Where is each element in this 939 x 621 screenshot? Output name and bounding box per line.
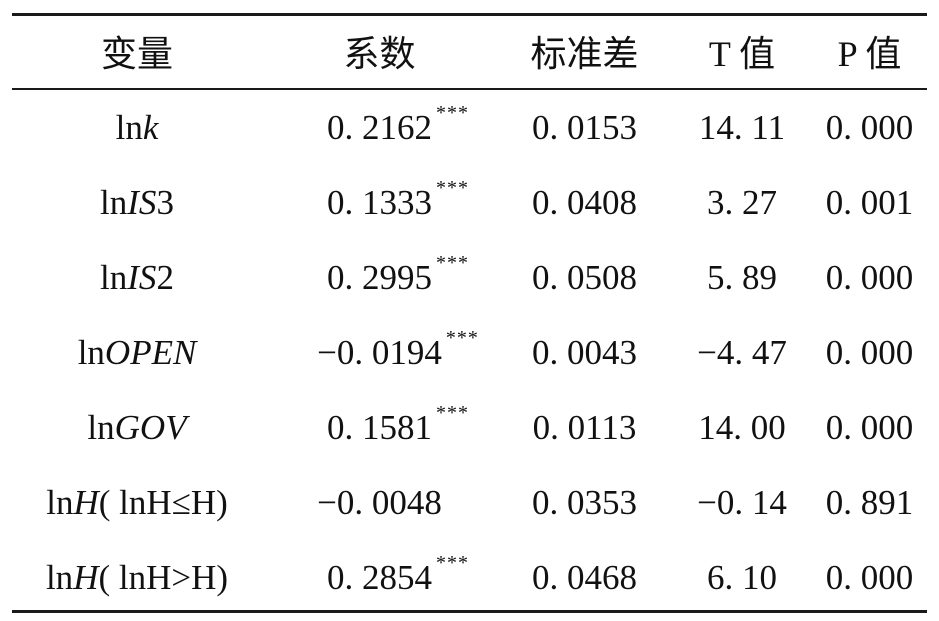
variable-cell: ln GOV xyxy=(12,390,262,465)
header-std-error: 标准差 xyxy=(530,33,639,75)
header-variable: 变量 xyxy=(100,33,173,75)
header-p-value: P 值 xyxy=(837,33,902,74)
coefficient-value: 0. 2995 xyxy=(327,257,432,297)
significance-stars: *** xyxy=(445,326,479,349)
variable-symbol: IS xyxy=(127,257,157,297)
table-top-rule xyxy=(12,13,927,16)
std-error-cell: 0. 0353 xyxy=(532,482,637,522)
variable-cell: ln H( lnH≤H) xyxy=(12,465,262,540)
variable-suffix: 2 xyxy=(156,257,174,297)
std-error-cell: 0. 0043 xyxy=(532,332,637,372)
variable-symbol: H xyxy=(73,482,99,522)
header-t-value: T 值 xyxy=(708,33,776,74)
table-row: ln IS 3 0. 1333 *** 0. 0408 3. 27 0. 001 xyxy=(12,165,927,240)
coefficient-value: 0. 2854 xyxy=(327,557,432,597)
variable-cell: ln IS 2 xyxy=(12,240,262,315)
t-value-cell: 14. 11 xyxy=(698,107,786,147)
variable-symbol: GOV xyxy=(114,407,187,447)
table-row: ln IS 2 0. 2995 *** 0. 0508 5. 89 0. 000 xyxy=(12,240,927,315)
p-value-cell: 0. 001 xyxy=(825,182,914,222)
table-header-row: 变量 系数 标准差 T 值 P 值 xyxy=(12,13,927,88)
coefficient-cell: −0. 0048 xyxy=(262,465,497,540)
variable-cell: ln H( lnH>H) xyxy=(12,540,262,615)
variable-cell: ln k xyxy=(12,90,262,165)
log-prefix: ln xyxy=(87,407,115,447)
table-row: ln OPEN −0. 0194 *** 0. 0043 −4. 47 0. 000 xyxy=(12,315,927,390)
table-row: ln H( lnH>H) 0. 2854 *** 0. 0468 6. 10 0. 000 xyxy=(12,540,927,615)
std-error-cell: 0. 0113 xyxy=(532,407,637,447)
significance-stars: *** xyxy=(436,551,469,574)
t-value-cell: 3. 27 xyxy=(707,182,777,222)
significance-stars: *** xyxy=(436,251,469,274)
p-value-cell: 0. 000 xyxy=(825,257,914,297)
significance-stars: *** xyxy=(436,176,469,199)
t-value-cell: 6. 10 xyxy=(707,557,777,597)
variable-suffix: 3 xyxy=(156,182,174,222)
p-value-cell: 0. 000 xyxy=(825,107,914,147)
coefficient-cell: 0. 1333 *** xyxy=(262,165,497,240)
variable-symbol: k xyxy=(142,107,159,147)
p-value-cell: 0. 000 xyxy=(825,332,914,372)
table-header-rule xyxy=(12,88,927,90)
variable-suffix: ( lnH>H) xyxy=(98,557,229,597)
significance-stars: *** xyxy=(436,401,469,424)
variable-symbol: H xyxy=(73,557,99,597)
t-value-cell: 14. 00 xyxy=(698,407,786,447)
table-bottom-rule xyxy=(12,610,927,613)
std-error-cell: 0. 0153 xyxy=(532,107,637,147)
coefficient-value: −0. 0194 xyxy=(317,332,442,372)
log-prefix: ln xyxy=(100,182,128,222)
p-value-cell: 0. 891 xyxy=(825,482,914,522)
coefficient-value: 0. 2162 xyxy=(327,107,432,147)
variable-symbol: IS xyxy=(127,182,157,222)
coefficient-cell: 0. 2995 *** xyxy=(262,240,497,315)
coefficient-value: −0. 0048 xyxy=(317,482,442,522)
table-row: ln GOV 0. 1581 *** 0. 0113 14. 00 0. 000 xyxy=(12,390,927,465)
significance-stars: *** xyxy=(436,101,469,124)
variable-symbol: OPEN xyxy=(104,332,197,372)
p-value-cell: 0. 000 xyxy=(825,407,914,447)
log-prefix: ln xyxy=(115,107,143,147)
variable-cell: ln OPEN xyxy=(12,315,262,390)
t-value-cell: 5. 89 xyxy=(707,257,777,297)
log-prefix: ln xyxy=(100,257,128,297)
log-prefix: ln xyxy=(46,482,74,522)
variable-cell: ln IS 3 xyxy=(12,165,262,240)
variable-suffix: ( lnH≤H) xyxy=(98,482,228,522)
coefficient-cell: −0. 0194 *** xyxy=(262,315,497,390)
header-coefficient: 系数 xyxy=(343,33,416,75)
std-error-cell: 0. 0508 xyxy=(532,257,637,297)
coefficient-value: 0. 1581 xyxy=(327,407,432,447)
coefficient-cell: 0. 2854 *** xyxy=(262,540,497,615)
log-prefix: ln xyxy=(77,332,105,372)
coefficient-value: 0. 1333 xyxy=(327,182,432,222)
t-value-cell: −4. 47 xyxy=(697,332,787,372)
coefficient-cell: 0. 2162 *** xyxy=(262,90,497,165)
coefficient-cell: 0. 1581 *** xyxy=(262,390,497,465)
std-error-cell: 0. 0468 xyxy=(532,557,637,597)
log-prefix: ln xyxy=(45,557,74,597)
table-row: ln k 0. 2162 *** 0. 0153 14. 11 0. 000 xyxy=(12,90,927,165)
std-error-cell: 0. 0408 xyxy=(532,182,637,222)
p-value-cell: 0. 000 xyxy=(825,557,914,597)
t-value-cell: −0. 14 xyxy=(697,482,787,522)
table-row: ln H( lnH≤H) −0. 0048 0. 0353 −0. 14 0. 891 xyxy=(12,465,927,540)
